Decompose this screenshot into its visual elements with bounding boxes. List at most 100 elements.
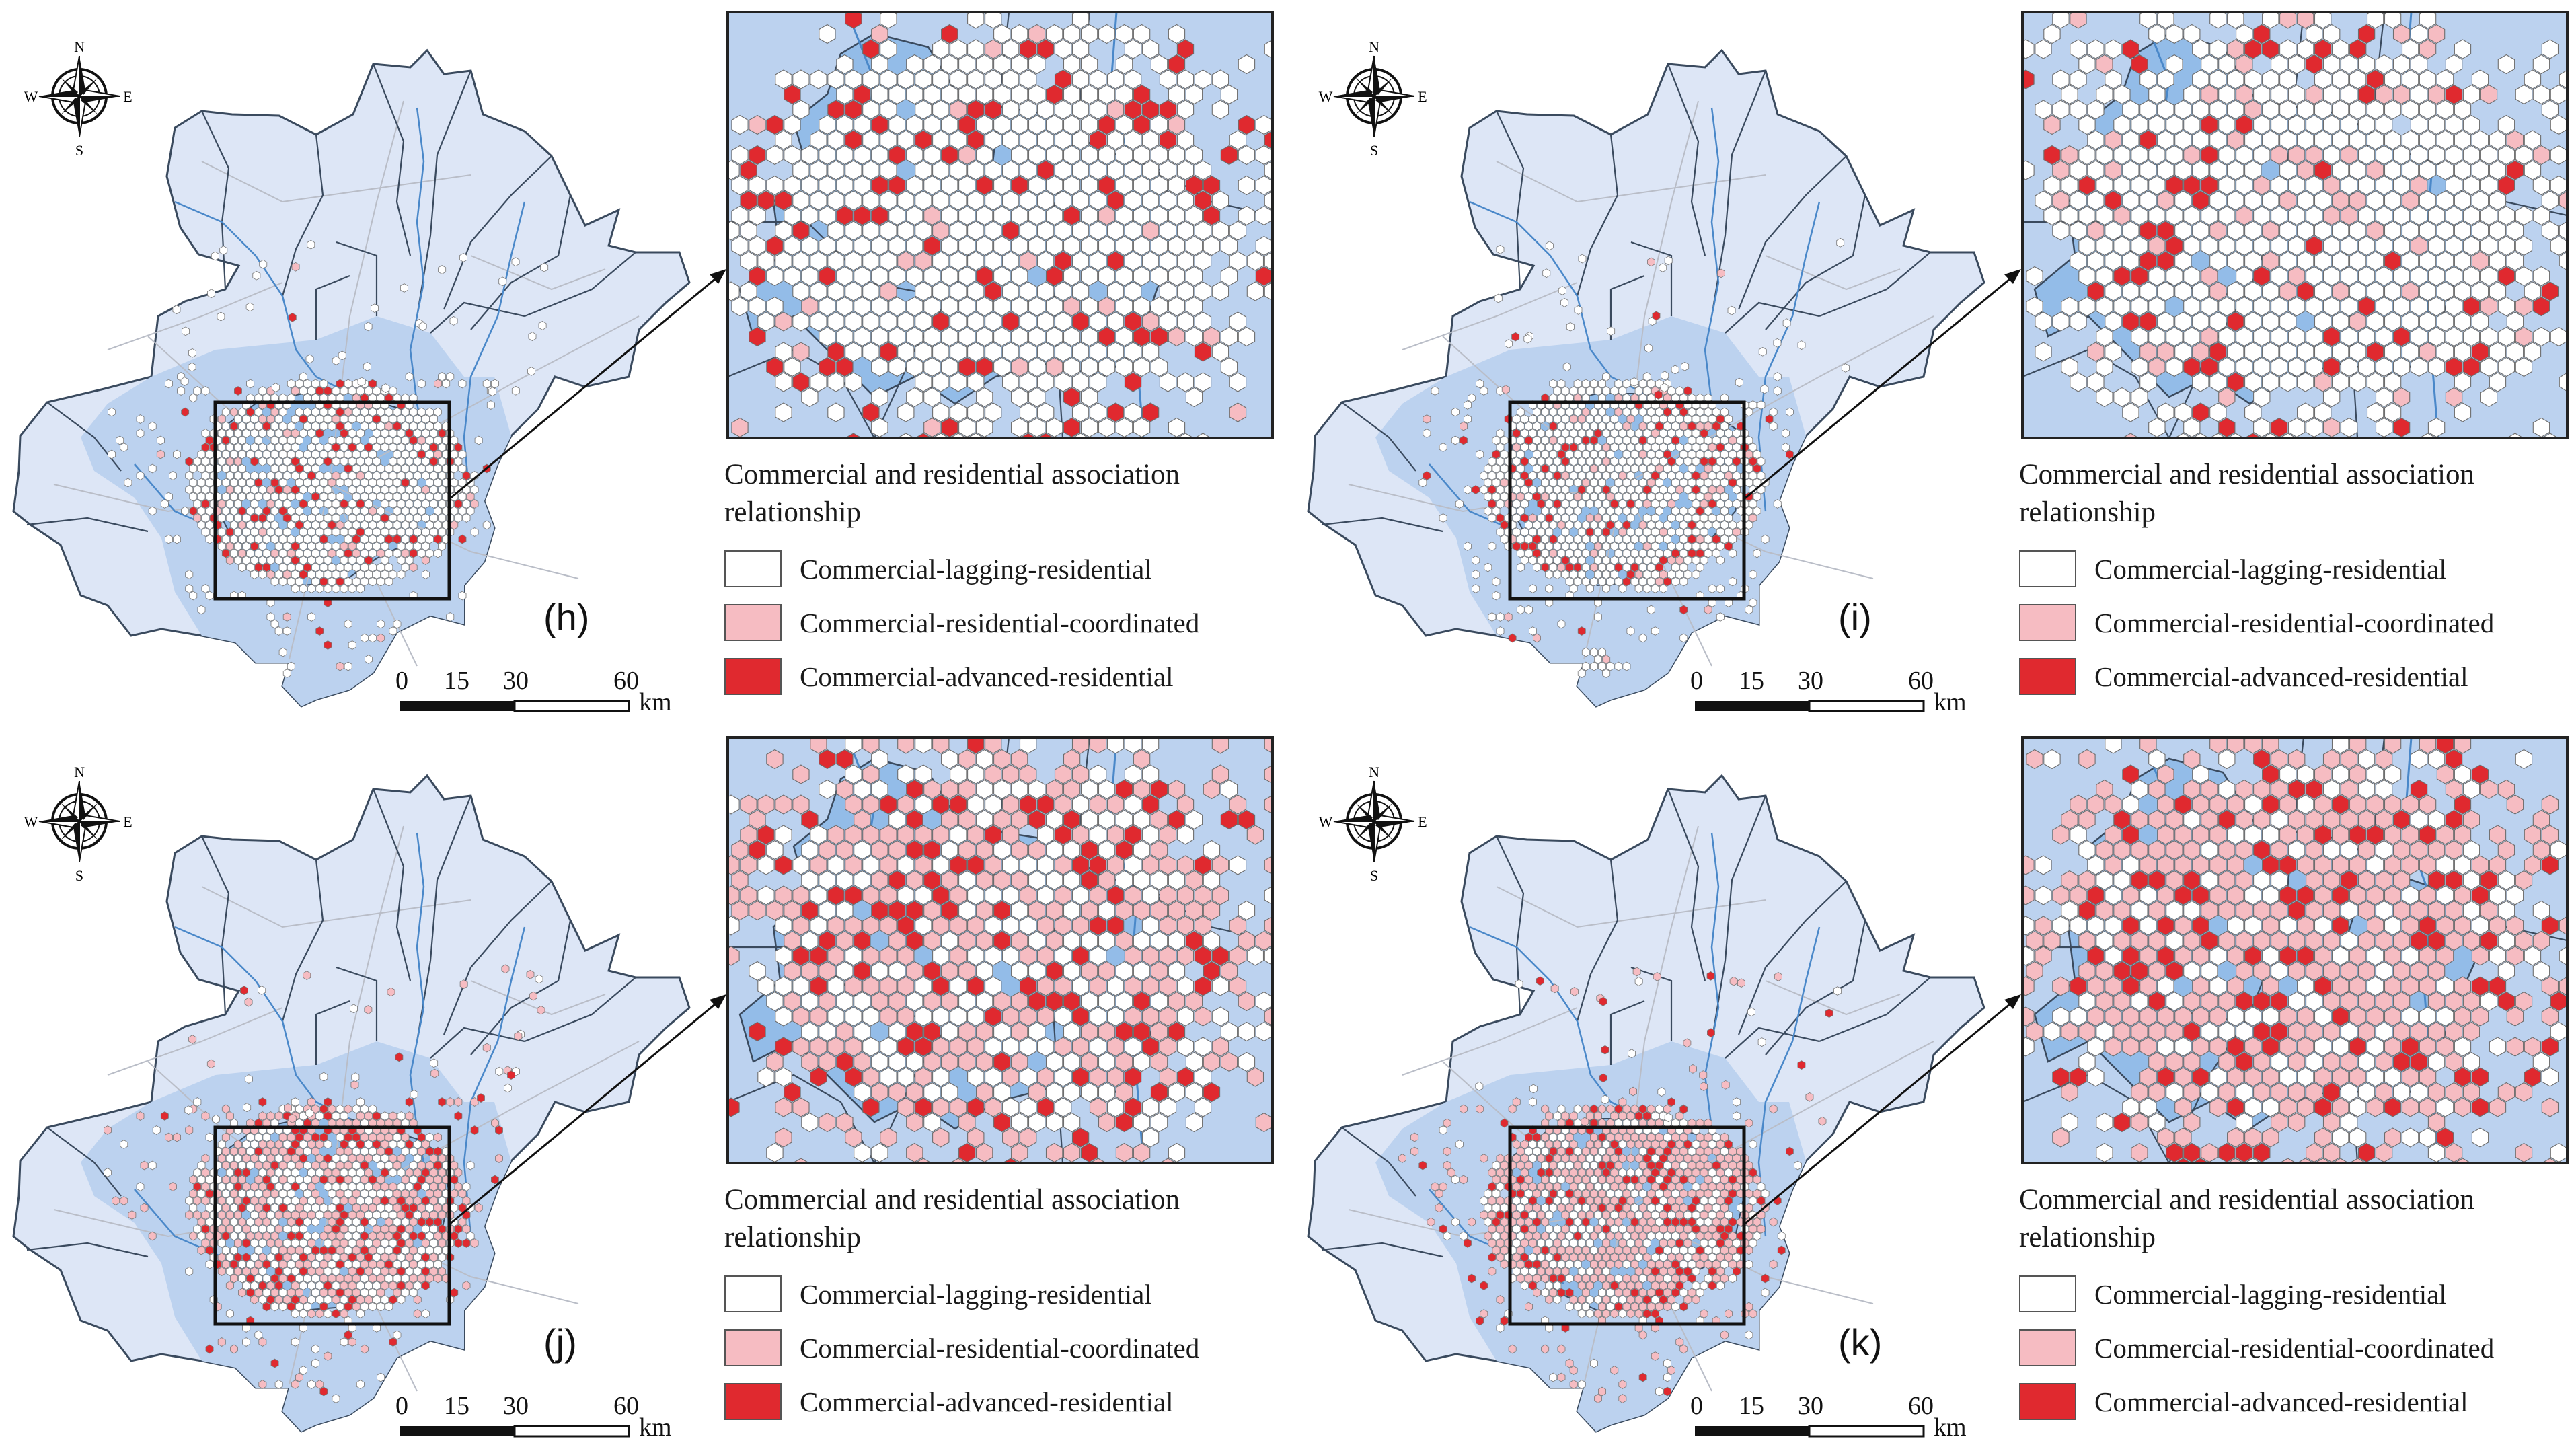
hexagon-cell [1696,478,1704,487]
hexagon-cell [1599,478,1606,487]
hexagon-cell [348,1253,356,1262]
hexagon-cell [1688,492,1696,501]
hexagon-cell [1668,500,1675,509]
hexagon-cell [1603,443,1610,452]
hexagon-cell [1603,542,1610,551]
hexagon-cell [1766,415,1773,424]
compass-east-label: E [123,813,132,830]
hexagon-cell [385,1218,393,1226]
hexagon-cell [275,1168,282,1177]
hexagon-cell [202,1168,209,1177]
hexagon-cell [402,1203,409,1212]
hexagon-cell [402,422,409,431]
hexagon-cell [1770,1105,1777,1113]
hexagon-cell [1615,535,1622,544]
hexagon-cell [393,1133,401,1142]
hexagon-cell [243,1267,250,1276]
hexagon-cell [230,408,237,416]
hexagon-cell [451,436,458,445]
hexagon-cell [328,1203,336,1212]
hexagon-cell [369,1288,377,1297]
hexagon-cell [1460,1105,1467,1113]
hexagon-cell [414,415,421,424]
hexagon-cell [1525,478,1532,487]
hexagon-cell [1704,464,1712,473]
hexagon-cell [259,472,266,480]
hexagon-cell [352,464,360,473]
hexagon-cell [275,556,282,565]
hexagon-cell [406,1098,413,1107]
hexagon-cell [202,1154,209,1163]
hexagon-cell [1611,542,1618,551]
hexagon-cell [459,535,466,544]
hexagon-cell [1594,429,1601,438]
hexagon-cell [1570,415,1577,424]
hexagon-cell [1655,422,1663,431]
hexagon-cell [267,514,274,523]
hexagon-cell [373,1225,381,1234]
hexagon-cell [361,478,368,487]
hexagon-cell [344,1260,352,1269]
hexagon-cell [1611,1112,1618,1121]
hexagon-cell [365,542,372,551]
hexagon-cell [1700,514,1708,523]
hexagon-cell [356,1098,364,1107]
hexagon-cell [304,1274,311,1283]
hexagon-cell [1542,549,1549,558]
hexagon-cell [190,1232,197,1240]
hexagon-cell [336,577,344,586]
hexagon-cell [373,1140,381,1149]
hexagon-cell [455,1168,462,1177]
hexagon-cell [283,1267,291,1276]
hexagon-cell [340,1281,348,1290]
hexagon-cell [352,563,360,572]
hexagon-cell [1647,605,1655,614]
hexagon-cell [1639,478,1646,487]
hexagon-cell [291,1211,299,1220]
hexagon-cell [393,535,401,544]
hexagon-cell [369,1260,377,1269]
hexagon-cell [259,1168,266,1177]
hexagon-cell [299,1140,307,1149]
hexagon-cell [263,1274,270,1283]
hexagon-cell [373,415,381,424]
hexagon-cell [1684,514,1692,523]
hexagon-cell [234,443,241,452]
hexagon-cell [1570,585,1577,593]
hexagon-cell [381,1140,389,1149]
hexagon-cell [397,1112,405,1121]
hexagon-cell [467,1232,474,1240]
hexagon-cell [316,1112,324,1121]
hexagon-cell [299,1197,307,1205]
hexagon-cell [165,379,172,388]
hexagon-cell [324,542,332,551]
hexagon-cell [1582,422,1589,431]
hexagon-cell [291,472,299,480]
hexagon-cell [194,457,201,466]
hexagon-cell [422,443,429,452]
hexagon-cell [275,500,282,509]
hexagon-cell [259,1197,266,1205]
hexagon-cell [426,535,433,544]
hexagon-cell [1639,464,1646,473]
hexagon-cell [1729,549,1737,558]
hexagon-cell [1464,415,1472,424]
hexagon-cell [226,542,233,551]
hexagon-cell [377,535,385,544]
hexagon-cell [1635,585,1642,593]
hexagon-cell [316,1154,324,1163]
hexagon-cell [1659,264,1667,272]
hexagon-cell [491,1175,498,1184]
hexagon-cell [316,1140,324,1149]
hexagon-cell [198,1218,205,1226]
hexagon-cell [263,1189,270,1198]
hexagon-cell [365,415,372,424]
hexagon-cell [430,1253,437,1262]
hexagon-cell [406,1197,413,1205]
hexagon-cell [418,1274,425,1283]
hexagon-cell [539,322,546,330]
hexagon-cell [218,1338,225,1347]
hexagon-cell [369,379,377,388]
hexagon-cell [397,443,405,452]
hexagon-cell [389,500,397,509]
